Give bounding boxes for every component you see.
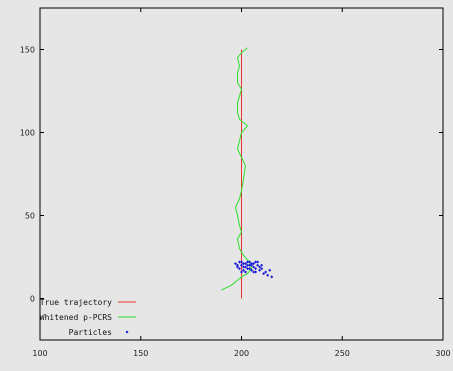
particle-point	[252, 262, 256, 266]
y-tick-label: 150	[20, 46, 35, 55]
particle-point	[258, 265, 262, 269]
particle-point	[250, 263, 254, 267]
particle-point	[242, 268, 246, 272]
particle-point	[240, 260, 243, 264]
legend-label: Whitened p-PCRS	[40, 313, 112, 322]
particle-point	[262, 272, 266, 276]
particle-point	[250, 268, 254, 272]
x-tick-label: 200	[234, 349, 249, 358]
particle-point	[244, 265, 248, 269]
particle-point	[237, 260, 241, 264]
particle-point	[264, 270, 268, 274]
particle-point	[266, 273, 270, 277]
particle-point	[248, 267, 252, 271]
particle-point	[237, 267, 241, 271]
legend-label: True trajectory	[40, 298, 112, 307]
y-tick-label: 0	[30, 295, 35, 304]
particle-point	[252, 270, 256, 274]
particle-point	[254, 260, 258, 264]
particle-point	[260, 267, 264, 271]
particle-point	[246, 260, 250, 264]
particle-point	[250, 262, 254, 266]
legend-label: Particles	[69, 328, 113, 337]
particle-point	[248, 263, 252, 267]
y-axis: 0 50 100 150	[20, 46, 443, 304]
y-tick-label: 100	[20, 129, 35, 138]
particle-point	[246, 263, 250, 267]
x-tick-label: 300	[435, 349, 450, 358]
particle-point	[254, 267, 258, 271]
particle-point	[248, 260, 252, 264]
series-layer	[221, 47, 274, 299]
particle-point	[242, 265, 246, 269]
particle-point	[240, 263, 243, 267]
particle-point	[256, 263, 260, 267]
particle-point	[254, 270, 258, 274]
particle-point	[242, 262, 246, 266]
particle-point	[233, 262, 237, 266]
particle-point	[268, 268, 272, 272]
particle-point	[256, 260, 260, 264]
particle-point	[260, 263, 264, 267]
particle-point	[235, 265, 239, 269]
x-tick-label: 100	[32, 349, 47, 358]
x-axis: 100 150 200 250 300	[32, 8, 451, 358]
legend-swatch	[125, 330, 129, 334]
particle-point	[240, 270, 243, 274]
particle-point	[235, 263, 239, 267]
particle-point	[246, 267, 250, 271]
x-tick-label: 150	[133, 349, 148, 358]
y-tick-label: 50	[25, 212, 35, 221]
particle-point	[258, 268, 262, 272]
particle-point	[252, 265, 256, 269]
x-tick-label: 250	[335, 349, 350, 358]
particle-point	[270, 275, 274, 279]
particle-point	[244, 270, 248, 274]
particle-point	[244, 262, 248, 266]
legend: True trajectory Whitened p-PCRS Particles	[40, 298, 136, 337]
